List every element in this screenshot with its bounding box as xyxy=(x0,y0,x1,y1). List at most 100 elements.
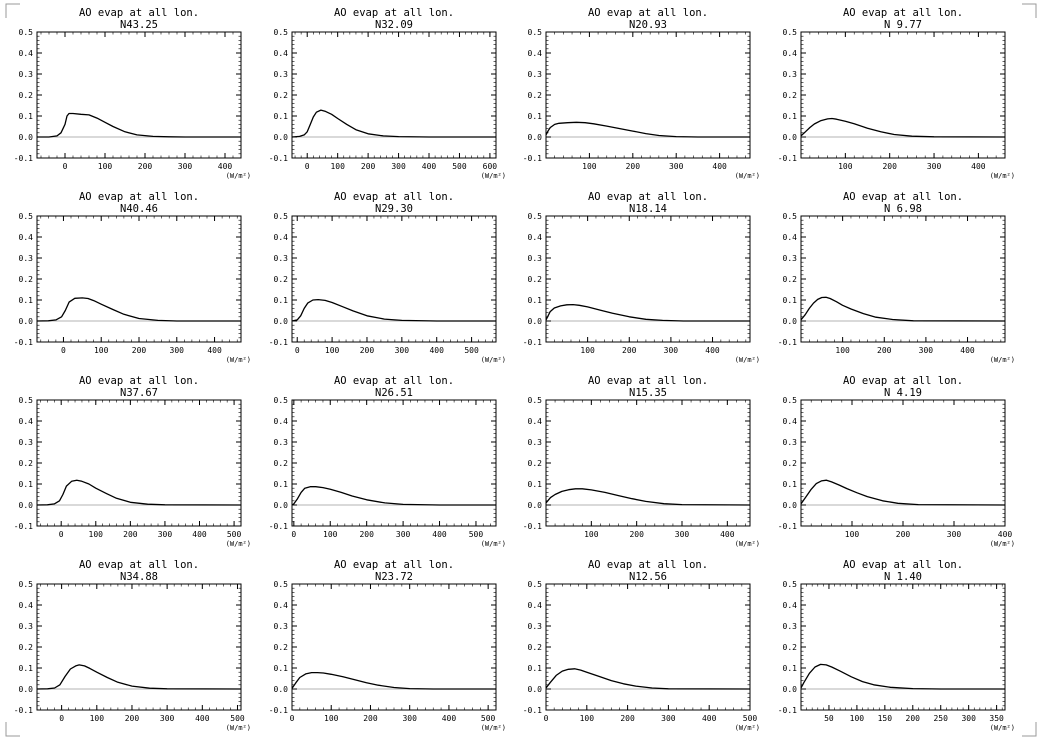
x-tick-label: 400 xyxy=(720,530,735,539)
x-tick-label: 200 xyxy=(896,530,911,539)
y-tick-label: 0.1 xyxy=(19,480,34,489)
x-unit-label: (W/m²) xyxy=(481,356,506,364)
y-tick-label: 0.5 xyxy=(19,396,34,405)
x-tick-label: 100 xyxy=(835,346,850,355)
y-tick-label: 0.0 xyxy=(274,501,289,510)
chart-title: AO evap at all lon. xyxy=(334,559,454,571)
x-tick-label: 100 xyxy=(845,530,860,539)
plot-frame xyxy=(800,583,1006,711)
y-tick-label: 0.0 xyxy=(274,133,289,142)
y-tick-label: 0.4 xyxy=(528,233,543,242)
x-tick-label: 100 xyxy=(89,530,104,539)
x-tick-label: 300 xyxy=(170,346,185,355)
data-series-line xyxy=(291,671,496,690)
x-tick-label: 500 xyxy=(227,530,242,539)
x-tick-label: 200 xyxy=(882,162,897,171)
chart-panel: AO evap at all lon.N40.46 -0.1 0.0 0.1 0.2 0.… xyxy=(14,191,251,364)
y-tick-label: 0.0 xyxy=(274,685,289,694)
y-tick-label: -0.1 xyxy=(523,154,542,163)
x-unit-label: (W/m²) xyxy=(990,172,1015,180)
y-tick-label: 0.4 xyxy=(19,601,34,610)
chart-subtitle: N18.14 xyxy=(629,203,667,215)
y-tick-label: 0.3 xyxy=(19,70,34,79)
chart-panel: AO evap at all lon.N12.56 -0.1 0.0 0.1 0.2 0.… xyxy=(523,559,760,732)
corner-mark-top-right xyxy=(1022,3,1037,18)
x-tick-label: 50 xyxy=(824,714,834,723)
x-tick-label: 400 xyxy=(195,714,210,723)
y-tick-label: 0.0 xyxy=(528,685,543,694)
x-tick-label: 400 xyxy=(712,162,727,171)
x-unit-label: (W/m²) xyxy=(481,724,506,732)
y-tick-label: 0.0 xyxy=(19,501,34,510)
x-tick-label: 300 xyxy=(961,714,976,723)
y-tick-label: 0.1 xyxy=(783,296,798,305)
x-unit-label: (W/m²) xyxy=(990,724,1015,732)
x-tick-label: 300 xyxy=(661,714,676,723)
chart-title: AO evap at all lon. xyxy=(843,7,963,19)
x-tick-label: 200 xyxy=(125,714,140,723)
plot-frame xyxy=(291,583,497,711)
data-series-line xyxy=(545,303,750,322)
chart-title: AO evap at all lon. xyxy=(334,191,454,203)
x-tick-label: 300 xyxy=(402,714,417,723)
chart-subtitle: N 6.98 xyxy=(884,203,922,215)
y-tick-label: 0.1 xyxy=(528,480,543,489)
data-series-line xyxy=(545,121,750,138)
y-tick-label: 0.3 xyxy=(274,254,289,263)
plot-frame xyxy=(545,31,751,159)
y-tick-label: 0.3 xyxy=(19,438,34,447)
y-tick-label: 0.2 xyxy=(274,275,289,284)
x-tick-label: 300 xyxy=(391,162,406,171)
x-tick-label: 200 xyxy=(622,346,637,355)
x-tick-label: 150 xyxy=(878,714,893,723)
x-tick-label: 0 xyxy=(295,346,300,355)
x-tick-label: 300 xyxy=(664,346,679,355)
x-tick-label: 0 xyxy=(290,714,295,723)
y-tick-label: 0.1 xyxy=(274,480,289,489)
corner-mark-bottom-left xyxy=(5,722,20,737)
x-tick-label: 400 xyxy=(998,530,1013,539)
chart-subtitle: N40.46 xyxy=(120,203,158,215)
y-tick-label: 0.2 xyxy=(19,643,34,652)
y-tick-label: 0.2 xyxy=(783,91,798,100)
chart-subtitle: N37.67 xyxy=(120,387,158,399)
y-tick-label: 0.4 xyxy=(274,49,289,58)
y-tick-label: 0.5 xyxy=(783,396,798,405)
y-tick-label: 0.1 xyxy=(274,112,289,121)
y-tick-label: 0.4 xyxy=(528,601,543,610)
x-tick-label: 100 xyxy=(838,162,853,171)
x-tick-label: 0 xyxy=(291,530,296,539)
y-tick-label: 0.3 xyxy=(528,70,543,79)
y-tick-label: 0.4 xyxy=(19,417,34,426)
x-tick-label: 100 xyxy=(330,162,345,171)
chart-title: AO evap at all lon. xyxy=(79,375,199,387)
y-tick-label: 0.5 xyxy=(19,28,34,37)
chart-subtitle: N34.88 xyxy=(120,571,158,583)
y-tick-label: 0.2 xyxy=(783,459,798,468)
x-tick-label: 400 xyxy=(207,346,222,355)
plot-frame xyxy=(36,583,242,711)
y-tick-label: -0.1 xyxy=(14,522,33,531)
x-tick-label: 500 xyxy=(452,162,467,171)
chart-subtitle: N15.35 xyxy=(629,387,667,399)
data-series-line xyxy=(291,298,496,322)
chart-panel: AO evap at all lon.N34.88 -0.1 0.0 0.1 0.2 0.… xyxy=(14,559,251,732)
y-tick-label: 0.2 xyxy=(528,275,543,284)
x-tick-label: 0 xyxy=(59,530,64,539)
x-tick-label: 300 xyxy=(160,714,175,723)
y-tick-label: 0.4 xyxy=(19,233,34,242)
x-tick-label: 200 xyxy=(123,530,138,539)
y-tick-label: 0.3 xyxy=(783,70,798,79)
x-tick-label: 400 xyxy=(429,346,444,355)
chart-title: AO evap at all lon. xyxy=(334,7,454,19)
y-tick-label: 0.0 xyxy=(19,317,34,326)
y-tick-label: -0.1 xyxy=(523,522,542,531)
x-unit-label: (W/m²) xyxy=(226,172,251,180)
chart-panel: AO evap at all lon.N37.67 -0.1 0.0 0.1 0.2 0.… xyxy=(14,375,251,548)
data-series-line xyxy=(800,663,1005,690)
y-tick-label: 0.0 xyxy=(783,133,798,142)
plot-frame xyxy=(291,399,497,527)
x-unit-label: (W/m²) xyxy=(735,356,760,364)
chart-subtitle: N 1.40 xyxy=(884,571,922,583)
